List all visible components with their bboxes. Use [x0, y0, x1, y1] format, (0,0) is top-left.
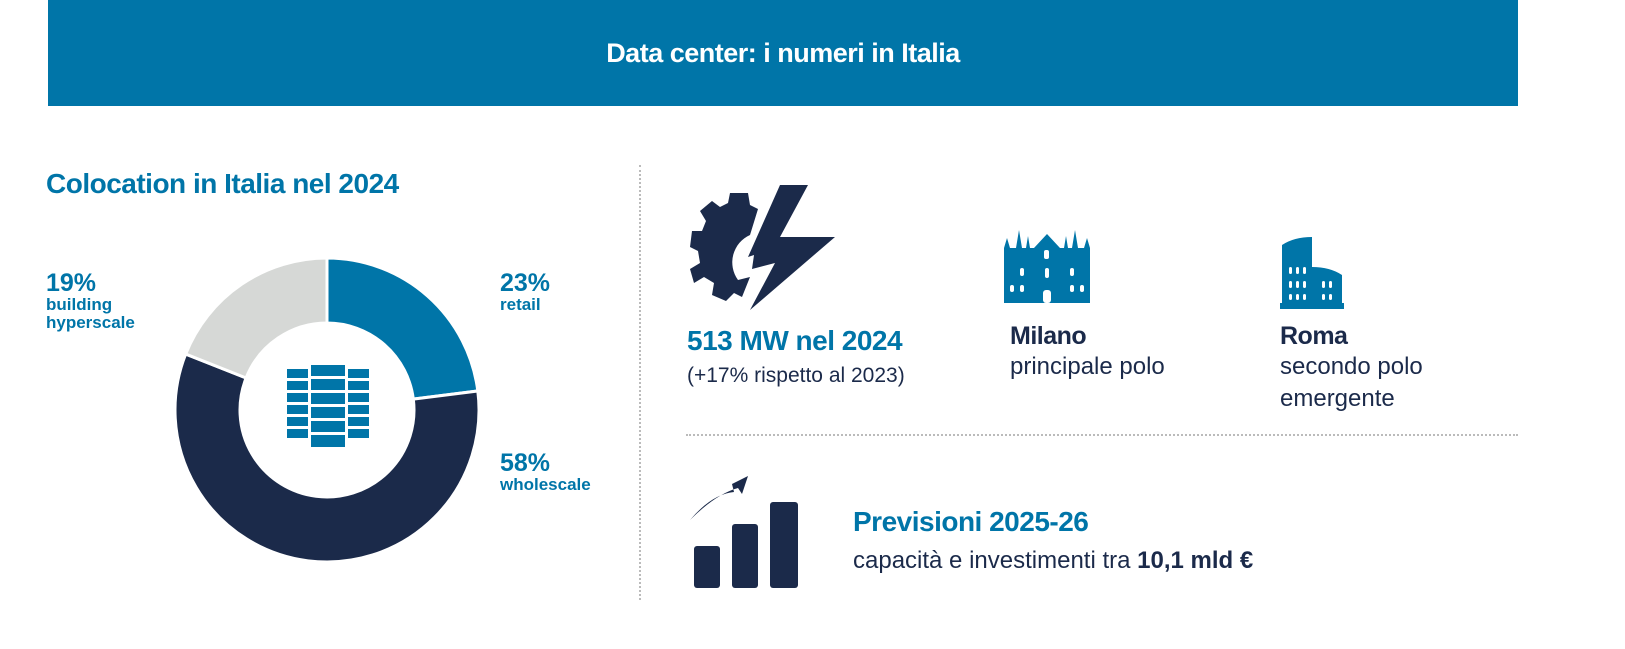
roma-title: Roma — [1280, 322, 1348, 350]
legend-hyperscale: 19% building hyperscale — [46, 270, 156, 332]
milano-text: principale polo — [1010, 353, 1165, 380]
forecast-text: capacità e investimenti tra 10,1 mld € — [853, 546, 1253, 576]
roma-text-line2: emergente — [1280, 385, 1395, 412]
hyperscale-label: building hyperscale — [46, 295, 135, 332]
server-rack-icon — [287, 365, 369, 447]
legend-retail: 23% retail — [500, 270, 550, 314]
retail-label: retail — [500, 295, 541, 314]
gear-lightning-icon — [690, 185, 835, 310]
growth-bar-chart-icon — [690, 476, 798, 588]
roma-text-line1: secondo polo — [1280, 353, 1423, 380]
power-value: 513 MW nel 2024 — [687, 325, 903, 356]
forecast-title: Previsioni 2025-26 — [853, 506, 1089, 537]
wholescale-label: wholescale — [500, 475, 591, 494]
retail-value: 23% — [500, 269, 551, 297]
forecast-amount: 10,1 mld € — [1137, 547, 1254, 574]
colosseum-icon — [1280, 237, 1344, 309]
vertical-divider — [639, 165, 641, 600]
donut-slice-wholescale — [173, 352, 481, 564]
header-banner: Data center: i numeri in Italia — [48, 0, 1518, 106]
wholescale-value: 58% — [500, 449, 551, 477]
donut-chart — [173, 256, 481, 564]
legend-wholescale: 58% wholescale — [500, 450, 591, 494]
forecast-description: capacità e investimenti tra — [853, 547, 1131, 574]
hyperscale-value: 19% — [46, 269, 97, 297]
donut-slice-building-hyperscale — [183, 256, 329, 380]
milan-cathedral-icon — [1004, 230, 1090, 303]
donut-slice-retail — [325, 256, 480, 401]
chart-title: Colocation in Italia nel 2024 — [46, 168, 399, 199]
power-note: (+17% rispetto al 2023) — [687, 364, 905, 387]
milano-title: Milano — [1010, 322, 1087, 350]
page-title: Data center: i numeri in Italia — [606, 37, 960, 68]
horizontal-divider — [686, 434, 1518, 436]
